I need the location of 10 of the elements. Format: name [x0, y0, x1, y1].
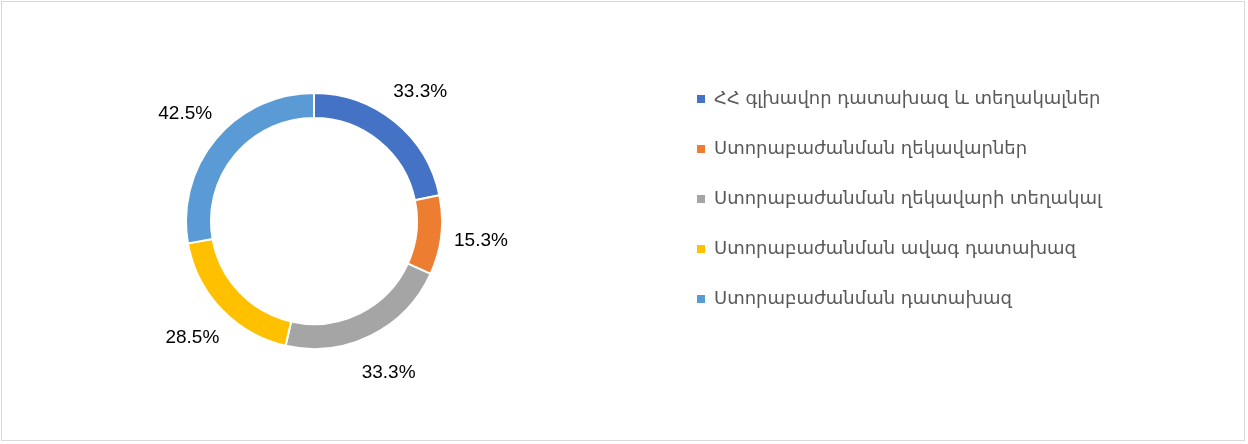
- legend-label: Ստորաբաժանման ղեկավարի տեղակալ: [714, 187, 1103, 208]
- legend-label: Ստորաբաժանման ավագ դատախազ: [714, 237, 1077, 258]
- data-label: 33.3%: [393, 79, 448, 101]
- legend-label: Ստորաբաժանման դատախազ: [714, 287, 1013, 308]
- data-label: 33.3%: [361, 360, 416, 382]
- legend-label: Ստորաբաժանման ղեկավարներ: [714, 137, 1028, 158]
- data-label: 15.3%: [454, 228, 508, 250]
- data-label: 42.5%: [158, 102, 213, 124]
- legend-label: ՀՀ գլխավոր դատախազ և տեղակալներ: [714, 87, 1101, 108]
- data-label: 28.5%: [165, 325, 220, 347]
